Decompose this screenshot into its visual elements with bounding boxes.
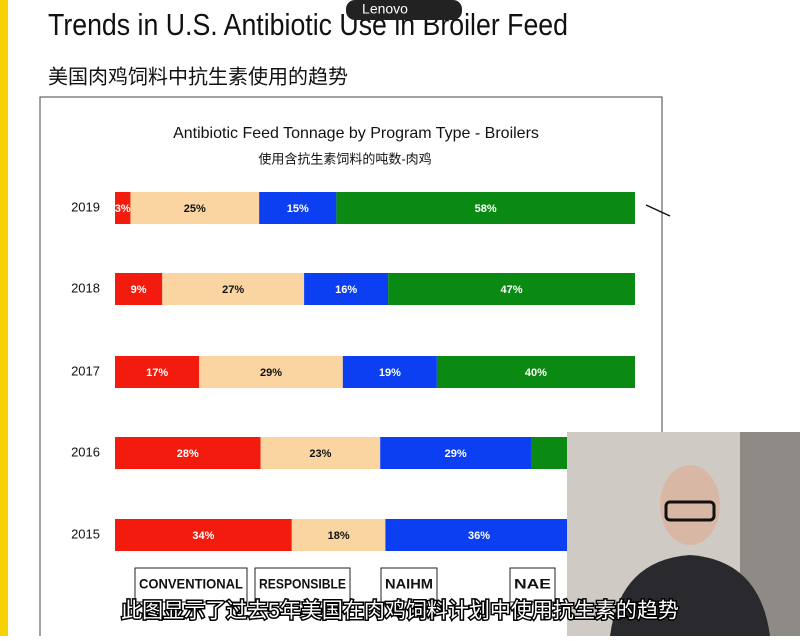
- value-label: 29%: [445, 448, 467, 460]
- pointer-arrow: [645, 204, 671, 217]
- legend-box: [254, 567, 351, 603]
- bar-segment: [162, 273, 305, 305]
- value-label: 27%: [222, 284, 244, 296]
- bar-segment: [342, 356, 437, 388]
- value-label: 9%: [131, 284, 147, 296]
- value-label: 34%: [192, 530, 214, 542]
- legend-box: [380, 567, 438, 603]
- value-label: 3%: [115, 203, 131, 215]
- badge: Lenovo: [362, 1, 408, 17]
- legend-label: NAIHM: [385, 576, 433, 592]
- y-tick-label: 2019: [71, 199, 100, 214]
- bar-segment: [336, 192, 635, 224]
- webcam: [567, 432, 800, 636]
- bar-segment: [380, 437, 531, 469]
- bar-segment: [260, 437, 381, 469]
- caption: 此图显示了过去5年美国在肉鸡饲料计划中使用抗生素的趋势: [121, 600, 679, 623]
- y-tick-label: 2015: [71, 526, 100, 541]
- accent-bar: [0, 0, 8, 636]
- bar-segment: [385, 519, 573, 551]
- webcam-glasses: [664, 500, 716, 522]
- webcam-body: [610, 555, 770, 636]
- value-label: 23%: [309, 448, 331, 460]
- chart-subtitle: 使用含抗生素饲料的吨数-肉鸡: [258, 151, 431, 166]
- legend-label: CONVENTIONAL: [139, 576, 243, 592]
- bar-segment: [130, 192, 260, 224]
- value-label: 19%: [379, 367, 401, 379]
- legend-box: [509, 567, 556, 603]
- bar-segment: [388, 273, 635, 305]
- legend-label: NAE: [514, 576, 551, 592]
- bar-segment: [291, 519, 386, 551]
- legend: CONVENTIONAL RESPONSIBLE NAIHM NAE: [134, 567, 556, 603]
- value-label: 29%: [260, 367, 282, 379]
- webcam-head: [660, 465, 720, 545]
- bars: 2019 3% 25% 15% 58% 2018 9% 27% 16% 47% 2017 17% 29%…: [71, 192, 635, 551]
- value-label: 25%: [184, 203, 206, 215]
- badge-bg: [346, 0, 462, 20]
- slide-subtitle: 美国肉鸡饲料中抗生素使用的趋势: [48, 65, 348, 88]
- y-tick-label: 2017: [71, 363, 100, 378]
- bar-segment: [115, 273, 163, 305]
- y-tick-label: 2018: [71, 280, 100, 295]
- bar-segment: [115, 437, 261, 469]
- value-label: 36%: [468, 530, 490, 542]
- bar-segment: [304, 273, 389, 305]
- bar-segment: [115, 519, 292, 551]
- bar-segment: [115, 356, 200, 388]
- value-label: 40%: [525, 367, 547, 379]
- chart-title: Antibiotic Feed Tonnage by Program Type …: [173, 125, 539, 142]
- value-label: 16%: [335, 284, 357, 296]
- value-label: 15%: [287, 203, 309, 215]
- legend-box: [134, 567, 248, 603]
- bar-segment: [199, 356, 343, 388]
- value-label: 28%: [177, 448, 199, 460]
- legend-label: RESPONSIBLE: [259, 576, 346, 592]
- slide-title: Trends in U.S. Antibiotic Use in Broiler…: [48, 7, 568, 42]
- value-label: 18%: [328, 530, 350, 542]
- value-label: 47%: [501, 284, 523, 296]
- bar-segment: [259, 192, 337, 224]
- bar-segment: [436, 356, 635, 388]
- value-label: 17%: [146, 367, 168, 379]
- y-tick-label: 2016: [71, 444, 100, 459]
- value-label: 58%: [475, 203, 497, 215]
- bar-segment: [115, 192, 131, 224]
